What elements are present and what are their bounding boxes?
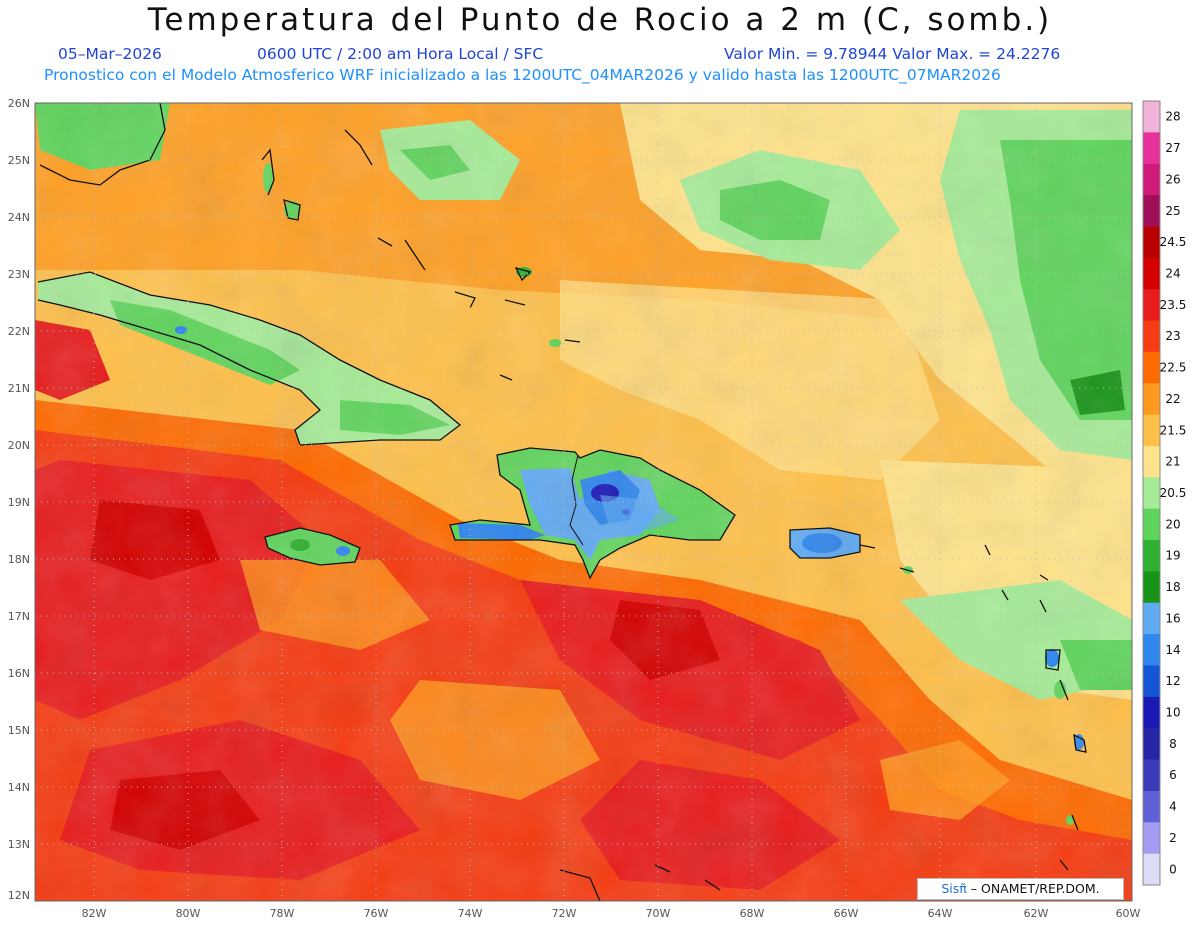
colorbar-swatch (1143, 132, 1160, 165)
colorbar-label: 25 (1165, 204, 1180, 218)
lon-label: 66W (834, 907, 859, 920)
lat-label: 12N (8, 889, 30, 902)
colorbar-swatch (1143, 226, 1160, 259)
colorbar-swatch (1143, 101, 1160, 133)
colorbar-swatch (1143, 759, 1160, 792)
lon-label: 60W (1116, 907, 1141, 920)
latitude-labels: 26N 25N 24N 23N 22N 21N 20N 19N 18N 17N … (8, 97, 30, 902)
lat-label: 18N (8, 553, 30, 566)
dewpoint-field (35, 103, 1132, 901)
colorbar-swatch (1143, 445, 1160, 478)
lon-label: 82W (82, 907, 107, 920)
lon-label: 70W (646, 907, 671, 920)
forecast-date: 05–Mar–2026 (58, 45, 162, 63)
forecast-time: 0600 UTC / 2:00 am Hora Local / SFC (257, 45, 544, 63)
colorbar-label: 23.5 (1160, 298, 1187, 312)
lat-label: 24N (8, 211, 30, 224)
colorbar-label: 23 (1165, 329, 1180, 343)
colorbar-swatch (1143, 790, 1160, 823)
colorbar-label: 19 (1165, 549, 1180, 563)
lat-label: 21N (8, 382, 30, 395)
colorbar-label: 28 (1165, 110, 1180, 124)
lon-label: 74W (458, 907, 483, 920)
colorbar-label: 8 (1169, 737, 1177, 751)
colorbar-label: 24 (1165, 266, 1180, 280)
colorbar-swatch (1143, 602, 1160, 635)
colorbar: 2827262524.52423.52322.52221.52120.52019… (1142, 100, 1187, 886)
colorbar-label: 12 (1165, 674, 1180, 688)
colorbar-swatch (1143, 383, 1160, 416)
colorbar-label: 0 (1169, 862, 1177, 876)
colorbar-swatch (1143, 351, 1160, 384)
colorbar-label: 26 (1165, 172, 1180, 186)
coastlines (37, 103, 1087, 901)
lat-label: 22N (8, 325, 30, 338)
lat-label: 25N (8, 154, 30, 167)
lat-label: 15N (8, 724, 30, 737)
colorbar-swatch (1143, 289, 1160, 322)
lat-label: 23N (8, 268, 30, 281)
colorbar-label: 21.5 (1160, 423, 1187, 437)
colorbar-swatch (1143, 634, 1160, 666)
colorbar-label: 14 (1165, 643, 1180, 657)
colorbar-label: 24.5 (1160, 235, 1187, 249)
lon-label: 80W (176, 907, 201, 920)
colorbar-swatch (1143, 477, 1160, 510)
colorbar-swatch (1143, 822, 1160, 855)
colorbar-swatch (1143, 414, 1160, 447)
lat-label: 16N (8, 667, 30, 680)
colorbar-label: 20 (1165, 517, 1180, 531)
sispi-logo: Sisπ̃ (941, 881, 967, 896)
lat-label: 19N (8, 496, 30, 509)
colorbar-swatch (1143, 257, 1160, 290)
lon-label: 64W (928, 907, 953, 920)
colorbar-label: 16 (1165, 611, 1180, 625)
colorbar-swatch (1143, 853, 1160, 886)
lon-label: 72W (552, 907, 577, 920)
colorbar-label: 10 (1165, 706, 1180, 720)
colorbar-swatch (1143, 696, 1160, 729)
colorbar-swatch (1143, 508, 1160, 541)
colorbar-label: 22.5 (1160, 361, 1187, 375)
lon-label: 62W (1024, 907, 1049, 920)
colorbar-label: 27 (1165, 141, 1180, 155)
colorbar-label: 6 (1169, 768, 1177, 782)
lon-label: 76W (364, 907, 389, 920)
lon-label: 68W (740, 907, 765, 920)
map-frame (34, 102, 1133, 902)
colorbar-label: 18 (1165, 580, 1180, 594)
colorbar-swatch (1143, 728, 1160, 761)
colorbar-swatch (1143, 320, 1160, 353)
lat-label: 17N (8, 610, 30, 623)
colorbar-frame (1142, 100, 1161, 886)
colorbar-label: 4 (1169, 800, 1177, 814)
colorbar-swatch (1143, 540, 1160, 572)
model-info: Pronostico con el Modelo Atmosferico WRF… (44, 66, 1001, 84)
colorbar-label: 20.5 (1160, 486, 1187, 500)
lat-label: 13N (8, 838, 30, 851)
graticule (35, 103, 1132, 901)
colorbar-swatch (1143, 163, 1160, 196)
credit-box: Sisπ̃ – ONAMET/REP.DOM. (917, 878, 1124, 900)
min-max-values: Valor Min. = 9.78944 Valor Max. = 24.227… (724, 45, 1061, 63)
map-title: Temperatura del Punto de Rocio a 2 m (C,… (147, 2, 1053, 38)
credit-text: – ONAMET/REP.DOM. (970, 881, 1100, 896)
lat-label: 20N (8, 439, 30, 452)
colorbar-label: 2 (1169, 831, 1177, 845)
lat-label: 26N (8, 97, 30, 110)
colorbar-swatch (1143, 195, 1160, 227)
colorbar-label: 21 (1165, 455, 1180, 469)
lat-label: 14N (8, 781, 30, 794)
lon-label: 78W (270, 907, 295, 920)
colorbar-swatch (1143, 665, 1160, 698)
colorbar-swatch (1143, 571, 1160, 604)
colorbar-label: 22 (1165, 392, 1180, 406)
longitude-labels: 82W 80W 78W 76W 74W 72W 70W 68W 66W 64W … (82, 907, 1141, 920)
